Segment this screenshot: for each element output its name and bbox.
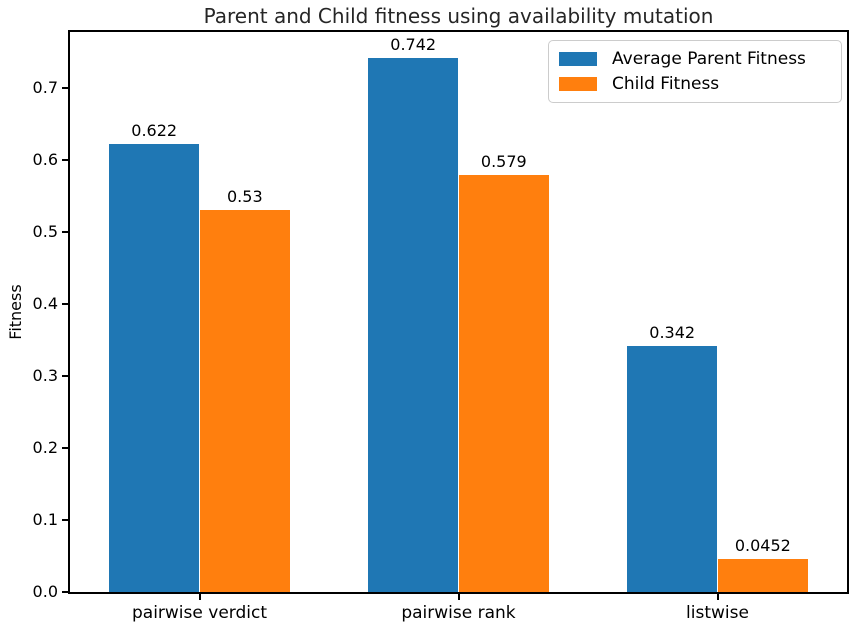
y-tick <box>62 159 68 161</box>
x-tick <box>198 594 201 600</box>
y-tick <box>62 519 68 521</box>
legend-item: Average Parent Fitness <box>559 48 831 70</box>
x-tick-label: pairwise rank <box>401 603 516 623</box>
legend-label: Average Parent Fitness <box>612 49 806 70</box>
bar-value-label: 0.53 <box>227 187 263 207</box>
bar-value-label: 0.0452 <box>734 536 791 556</box>
bar-value-label: 0.622 <box>131 121 178 141</box>
bar <box>367 57 459 592</box>
bar-value-label: 0.742 <box>390 34 437 54</box>
bar <box>199 210 291 592</box>
y-tick <box>62 231 68 233</box>
y-tick-label: 0.0 <box>32 582 58 601</box>
legend-item: Child Fitness <box>559 73 831 95</box>
bar-value-label: 0.342 <box>649 322 696 342</box>
y-tick <box>62 375 68 377</box>
x-tick-label: listwise <box>686 603 749 623</box>
x-tick <box>716 594 719 600</box>
legend-label: Child Fitness <box>612 73 720 94</box>
y-tick <box>62 591 68 593</box>
x-tick <box>457 594 460 600</box>
bar <box>108 144 200 592</box>
y-tick-label: 0.1 <box>32 510 58 529</box>
y-tick-label: 0.2 <box>32 438 58 457</box>
chart-title: Parent and Child fitness using availabil… <box>203 4 714 28</box>
legend-swatch <box>559 76 597 91</box>
plot-area: 0.622 0.742 0.342 0.53 0.579 0.0452 <box>68 30 849 594</box>
bar-value-label: 0.579 <box>480 152 527 172</box>
y-tick-label: 0.4 <box>32 294 58 313</box>
y-tick <box>62 87 68 89</box>
y-tick <box>62 447 68 449</box>
legend-swatch <box>559 52 597 67</box>
y-tick-label: 0.6 <box>32 150 58 169</box>
x-tick-label: pairwise verdict <box>131 603 267 623</box>
y-tick-label: 0.7 <box>32 78 58 97</box>
bar <box>626 345 718 592</box>
y-tick <box>62 303 68 305</box>
legend: Average Parent Fitness Child Fitness <box>548 40 842 103</box>
y-tick-label: 0.5 <box>32 222 58 241</box>
y-tick-label: 0.3 <box>32 366 58 385</box>
bar <box>458 175 550 592</box>
bar <box>717 559 809 592</box>
